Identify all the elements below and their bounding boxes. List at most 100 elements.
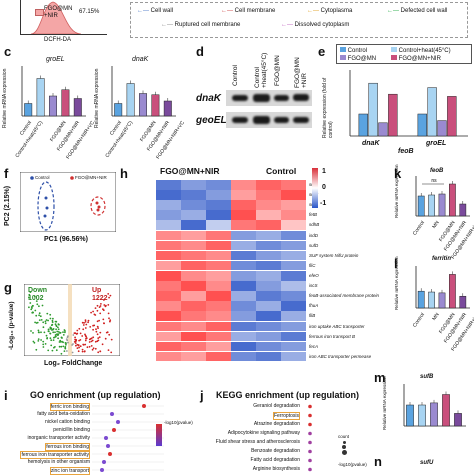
volcano-point — [103, 322, 105, 325]
heatmap-cell — [256, 311, 281, 322]
heatmap-cell — [181, 220, 206, 231]
volcano-point — [52, 339, 55, 341]
heatmap-cell — [181, 260, 206, 271]
flow-legend-swatch — [35, 9, 44, 16]
x-tick-label: Control — [411, 312, 427, 329]
bar — [378, 122, 388, 137]
heatmap-cell — [181, 321, 206, 332]
e-legend-1: Control+heat(45°C) — [398, 48, 451, 54]
heatmap-cell — [231, 291, 256, 301]
volcano-point — [99, 331, 102, 334]
go-dot — [110, 412, 114, 416]
volcano-point — [97, 351, 100, 354]
volcano-point — [96, 340, 99, 343]
kegg-term: Fatty acid degradation — [250, 457, 300, 463]
volcano-point — [84, 319, 87, 322]
panel-d-letter: d — [196, 44, 204, 59]
heatmap-cell — [256, 281, 281, 291]
volcano-point — [82, 328, 85, 331]
volcano-point — [35, 300, 38, 302]
volcano-point — [104, 337, 107, 340]
bar — [358, 113, 368, 137]
volcano-point — [84, 327, 87, 329]
go-term: ferrous iron transporter activity — [20, 451, 90, 459]
x-tick-label: Control — [411, 220, 427, 237]
heatmap-gene-label: SUF system NifU protein — [309, 252, 359, 258]
pca-ylabel: PC2 (2.15%) — [4, 185, 11, 226]
volcano-point — [43, 331, 46, 334]
heatmap-cell — [206, 331, 231, 342]
volcano-point — [108, 296, 110, 299]
volcano-point — [99, 305, 102, 307]
volcano-point — [36, 303, 39, 306]
volcano-point — [60, 345, 63, 348]
go-dot — [116, 420, 120, 424]
volcano-point — [96, 325, 99, 328]
volcano-point — [81, 335, 84, 337]
volcano-plot — [24, 284, 120, 356]
heatmap-cell — [156, 260, 181, 271]
groel-xlabels: Control Control+heat(45°C) FGO@MN FGO@MN+NI… — [14, 118, 96, 160]
go-dot — [108, 452, 112, 456]
panel-c-letter: c — [4, 44, 12, 59]
bar — [49, 95, 57, 117]
volcano-point — [50, 324, 53, 327]
bar — [427, 87, 437, 137]
x-tick-label: FGO@MN+NIR+VC — [155, 120, 187, 161]
kegg-term: Atrazine degradation — [253, 421, 300, 427]
heatmap-cell — [256, 271, 281, 281]
panel-m-chart — [403, 384, 466, 427]
heatmap-cell — [231, 331, 256, 342]
heatmap-group2: Control — [266, 166, 297, 176]
heatmap-cell — [156, 331, 181, 342]
volcano-point — [50, 339, 53, 342]
bar — [388, 93, 398, 137]
volcano-point — [88, 341, 91, 343]
kegg-legend-count: count — [338, 434, 350, 439]
flow-histogram — [30, 1, 82, 34]
volcano-point — [46, 337, 48, 340]
volcano-point — [58, 345, 61, 348]
volcano-point — [40, 319, 43, 321]
volcano-point — [44, 322, 47, 325]
volcano-point — [73, 332, 76, 334]
volcano-point — [61, 340, 63, 343]
dnak-xlabels: Control Control+heat(45°C) FGO@MN FGO@MN+NI… — [104, 118, 186, 160]
heatmap-cell — [231, 180, 256, 190]
volcano-point — [42, 340, 45, 343]
volcano-ylabel: -Log₁₀ (p-value) — [8, 301, 15, 350]
volcano-point — [94, 340, 97, 343]
heatmap-cell — [281, 230, 306, 241]
heatmap-gene-label: fliC — [309, 262, 316, 268]
volcano-point — [40, 331, 42, 334]
heatmap-cell — [281, 301, 306, 311]
volcano-point — [47, 328, 50, 331]
heatmap-group1: FGO@MN+NIR — [160, 166, 220, 176]
volcano-point — [57, 326, 59, 329]
heatmap-cell — [156, 230, 181, 241]
volcano-point — [34, 295, 36, 298]
e-legend-0: Control — [347, 48, 368, 54]
panel-m-title: sufB — [420, 374, 434, 380]
heatmap-cell — [156, 341, 181, 352]
heatmap-cell — [206, 351, 231, 362]
panel-e-legend: Control Control+heat(45°C) FGO@MN FGO@MN… — [336, 44, 472, 64]
heatmap-cell — [206, 230, 231, 241]
heatmap-gene-label: sdhB — [309, 222, 320, 228]
bar — [430, 402, 438, 427]
volcano-point — [57, 337, 59, 340]
panel-k-ylabel: Relative mRNA expression — [394, 164, 399, 218]
heatmap-cell — [281, 190, 306, 200]
go-enrichment-plot — [92, 404, 164, 472]
heatmap-cell — [256, 250, 281, 261]
go-legend-label: -log10(pvalue) — [164, 420, 193, 425]
volcano-point — [44, 320, 47, 323]
volcano-point — [38, 331, 40, 334]
heatmap-cell — [231, 301, 256, 311]
volcano-down: Down 1002 — [28, 287, 48, 302]
heatmap-cell — [231, 341, 256, 352]
volcano-point — [51, 329, 53, 331]
flow-xlabel: DCFH-DA — [44, 37, 71, 43]
panel-j-letter: j — [200, 388, 204, 403]
colorbar-minus1: -1 — [320, 200, 327, 207]
